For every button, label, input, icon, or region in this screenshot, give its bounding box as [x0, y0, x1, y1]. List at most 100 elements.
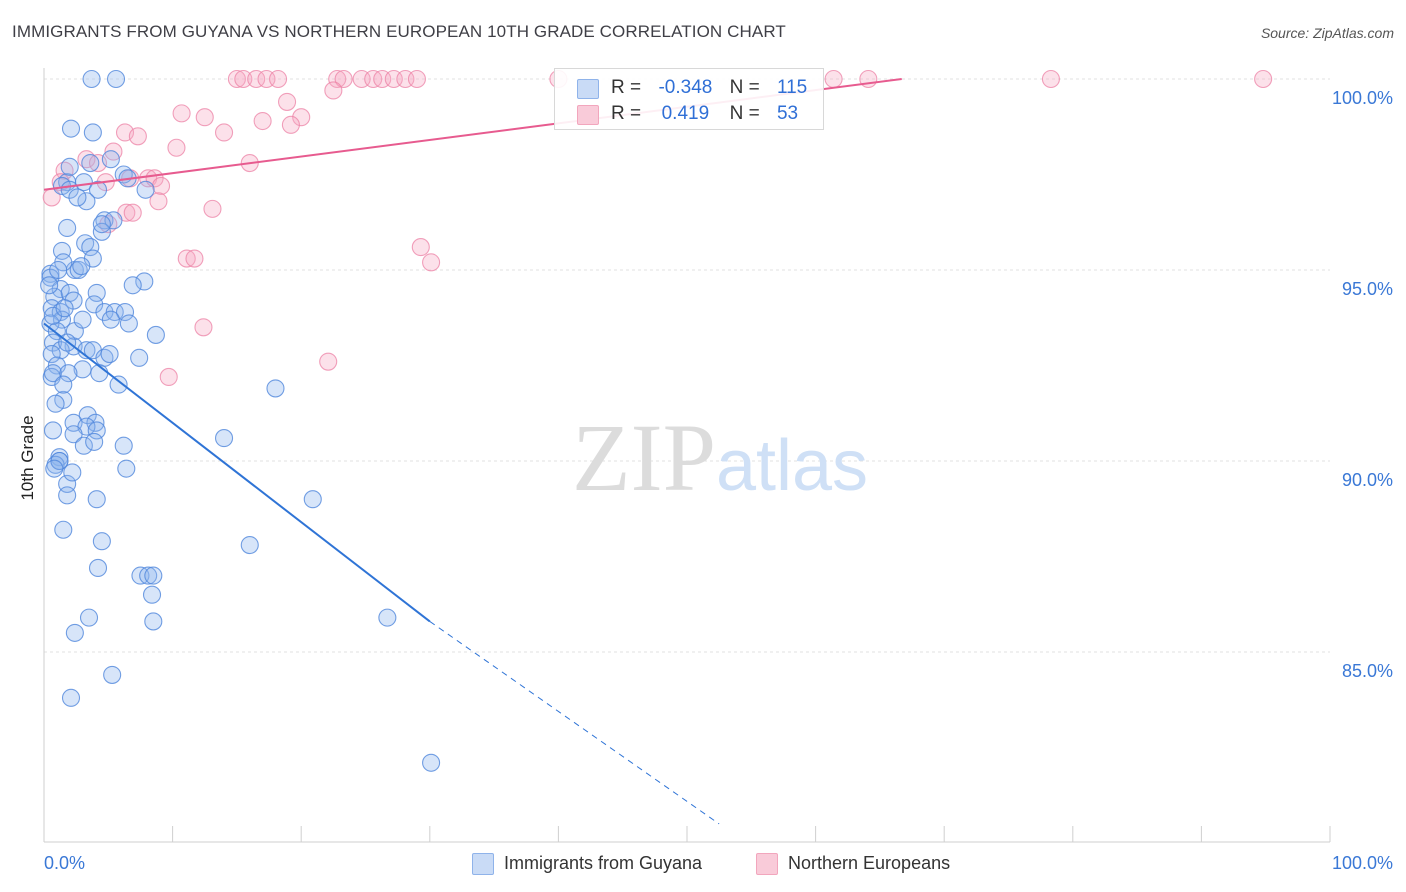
- guyana-point-67: [87, 421, 106, 440]
- northern-europeans-point-41: [149, 192, 168, 211]
- northern-europeans-point-28: [167, 138, 186, 157]
- guyana-point-19: [81, 238, 100, 257]
- northern-europeans-point-22: [253, 111, 272, 131]
- tick-labels: 100.0% 95.0% 90.0% 85.0% 0.0% 100.0%: [44, 88, 1393, 873]
- guyana-point-90: [144, 612, 163, 631]
- chart-source: Source: ZipAtlas.com: [1260, 25, 1394, 41]
- guyana-point-64: [86, 413, 105, 432]
- northern-europeans-point-16: [1041, 69, 1060, 89]
- northern-europeans-point-14: [824, 69, 843, 89]
- northern-europeans-point-43: [123, 203, 142, 222]
- guyana-point-13: [77, 192, 96, 211]
- northern-europeans-point-20: [172, 104, 191, 123]
- northern-europeans-point-18: [324, 81, 343, 100]
- guyana-point-76: [117, 459, 136, 478]
- n-label: N =: [729, 77, 760, 98]
- guyana-point-15: [104, 211, 123, 230]
- r-label: R =: [611, 77, 642, 98]
- guyana-point-114: [54, 375, 73, 394]
- guyana-point-58: [43, 364, 63, 383]
- n-label: N =: [729, 103, 760, 124]
- guyana-point-69: [214, 429, 234, 448]
- legend-swatch-guyana: [577, 79, 599, 99]
- northern-europeans-point-19: [278, 92, 297, 111]
- guyana-point-71: [74, 436, 93, 455]
- guyana-point-43: [47, 322, 66, 341]
- northern-europeans-point-52: [319, 352, 338, 371]
- northern-europeans-point-48: [177, 249, 196, 268]
- guyana-point-41: [119, 314, 138, 333]
- guyana-point-51: [42, 344, 61, 364]
- guyana-point-66: [43, 421, 63, 440]
- guyana-point-110: [73, 310, 92, 329]
- guyana-point-106: [59, 364, 78, 383]
- guyana-point-27: [41, 268, 60, 287]
- guyana-point-81: [303, 490, 322, 509]
- guyana-point-100: [72, 257, 91, 276]
- guyana-point-55: [73, 360, 92, 379]
- guyana-point-89: [142, 585, 162, 604]
- guyana-point-99: [40, 276, 59, 295]
- y-tick-label-3: 85.0%: [1342, 661, 1393, 681]
- guyana-point-94: [103, 665, 122, 684]
- northern-europeans-point-49: [185, 249, 204, 268]
- northern-europeans-point-17: [1254, 69, 1273, 89]
- northern-europeans-point-12: [407, 69, 426, 89]
- guyana-point-1: [106, 69, 126, 89]
- northern-europeans-point-23: [292, 108, 311, 127]
- northern-europeans-point-50: [194, 318, 213, 337]
- northern-europeans-point-47: [422, 253, 441, 272]
- guyana-point-34: [42, 299, 61, 318]
- northern-europeans-point-44: [203, 199, 222, 218]
- guyana-point-10: [88, 180, 108, 199]
- r-value-northern-europeans: 0.419: [661, 103, 710, 124]
- guyana-point-33: [85, 295, 104, 314]
- guyana-point-68: [64, 425, 83, 444]
- x-tick-label-0: 0.0%: [44, 853, 85, 873]
- guyana-point-62: [78, 406, 97, 425]
- n-value-guyana: 115: [776, 77, 808, 98]
- guyana-trend-line: [43, 322, 431, 623]
- guyana-point-12: [136, 180, 155, 199]
- guyana-point-86: [131, 566, 150, 585]
- guyana-point-108: [46, 394, 65, 413]
- guyana-point-52: [130, 348, 149, 367]
- watermark: ZIPatlas: [572, 404, 868, 511]
- legend-label-northern-europeans: Northern Europeans: [788, 853, 951, 873]
- legend-stats-northern-europeans: R = 0.419 N = 53: [611, 103, 798, 125]
- northern-europeans-point-27: [214, 123, 234, 142]
- northern-europeans-point-46: [411, 238, 430, 257]
- guyana-point-80: [87, 490, 106, 509]
- axes: [43, 68, 1331, 843]
- guyana-point-79: [58, 486, 77, 505]
- northern-europeans-point-0: [227, 69, 246, 89]
- northern-europeans-point-2: [247, 69, 266, 89]
- legend-stats-guyana: R = -0.348 N = 115: [611, 77, 807, 99]
- n-value-northern-europeans: 53: [776, 103, 799, 124]
- r-label: R =: [611, 103, 642, 124]
- guyana-point-60: [266, 379, 285, 398]
- guyana-point-36: [95, 302, 114, 322]
- guyana-point-92: [378, 608, 397, 627]
- guyana-point-0: [82, 69, 101, 89]
- legend-swatch-northern-europeans: [756, 853, 778, 875]
- guyana-point-109: [63, 463, 82, 482]
- northern-europeans-point-6: [334, 69, 353, 89]
- guyana-point-104: [55, 299, 74, 318]
- guyana-point-2: [61, 119, 81, 138]
- legend-label-guyana: Immigrants from Guyana: [504, 853, 703, 873]
- northern-europeans-point-1: [234, 69, 253, 89]
- northern-europeans-point-24: [281, 115, 300, 134]
- legend-swatch-northern-europeans: [577, 105, 599, 125]
- guyana-point-84: [240, 535, 259, 555]
- guyana-point-82: [54, 520, 73, 539]
- guyana-point-59: [109, 375, 128, 394]
- x-tick-label-1: 100.0%: [1332, 853, 1393, 873]
- guyana-point-45: [146, 325, 165, 344]
- guyana-point-16: [58, 218, 77, 238]
- northern-europeans-points: [42, 69, 1273, 387]
- guyana-point-40: [101, 310, 120, 329]
- guyana-point-113: [60, 157, 79, 176]
- northern-europeans-point-38: [151, 176, 171, 196]
- guyana-point-85: [88, 558, 108, 578]
